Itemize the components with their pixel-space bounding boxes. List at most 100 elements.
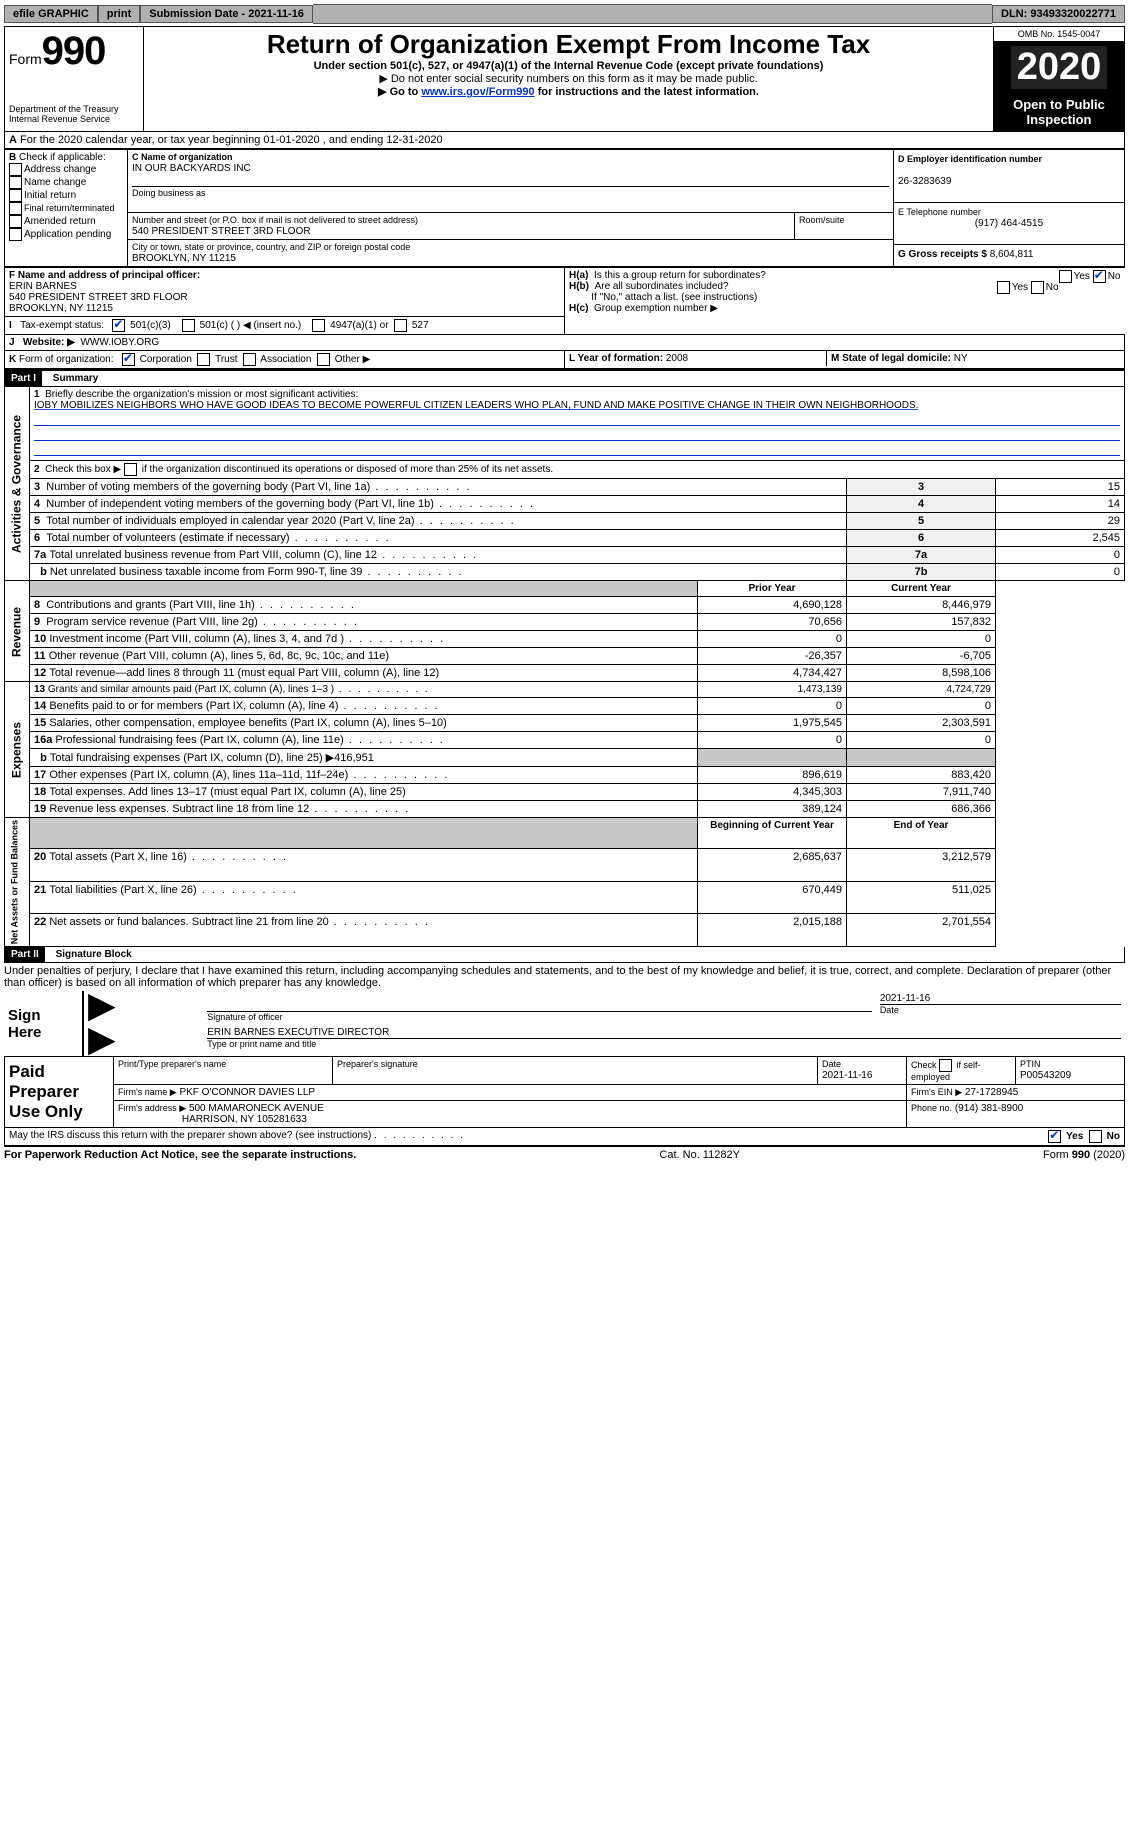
discuss-dots: [374, 1130, 465, 1141]
initial-return-checkbox[interactable]: [9, 189, 22, 202]
col-begin: Beginning of Current Year: [698, 818, 847, 849]
footer-right: Form 990 (2020): [1043, 1149, 1125, 1161]
l16a-text: Professional fundraising fees (Part IX, …: [55, 734, 445, 746]
form-prefix: Form: [9, 51, 42, 67]
ha-no-checkbox[interactable]: [1093, 270, 1106, 283]
c-name-label: C Name of organization: [132, 152, 233, 162]
ha-text: Is this a group return for subordinates?: [594, 270, 766, 281]
l-label: L Year of formation:: [569, 353, 663, 364]
officer-name: ERIN BARNES: [9, 281, 77, 292]
irs-link[interactable]: www.irs.gov/Form990: [421, 86, 534, 98]
l21-py: 670,449: [698, 881, 847, 914]
ha-yes-checkbox[interactable]: [1059, 270, 1072, 283]
l12-text: Total revenue—add lines 8 through 11 (mu…: [49, 667, 439, 679]
501c-checkbox[interactable]: [182, 319, 195, 332]
sig-line[interactable]: [207, 993, 872, 1012]
i-501c3: 501(c)(3): [130, 320, 171, 331]
col-prior: Prior Year: [698, 581, 847, 597]
hb-no-checkbox[interactable]: [1031, 281, 1044, 294]
sign-here: Sign Here: [4, 991, 83, 1056]
part1-title: Summary: [45, 373, 99, 384]
l8-cy: 8,446,979: [847, 597, 996, 614]
discuss-no-checkbox[interactable]: [1089, 1130, 1102, 1143]
l8-py: 4,690,128: [698, 597, 847, 614]
l22-py: 2,015,188: [698, 914, 847, 947]
col-end: End of Year: [847, 818, 996, 849]
l2-checkbox[interactable]: [124, 463, 137, 476]
l12-py: 4,734,427: [698, 665, 847, 682]
l3-val: 15: [996, 479, 1125, 496]
room-label: Room/suite: [799, 215, 845, 225]
prep-name-h: Print/Type preparer's name: [118, 1059, 226, 1069]
org-name: IN OUR BACKYARDS INC: [132, 163, 251, 174]
l4-val: 14: [996, 496, 1125, 513]
ein: 26-3283639: [898, 176, 951, 187]
firm-name: PKF O'CONNOR DAVIES LLP: [179, 1087, 315, 1098]
website: WWW.IOBY.ORG: [80, 337, 159, 348]
l14-text: Benefits paid to or for members (Part IX…: [49, 700, 439, 712]
hb-yes-checkbox[interactable]: [997, 281, 1010, 294]
section-c-city: City or town, state or province, country…: [128, 240, 894, 267]
corp-checkbox[interactable]: [122, 353, 135, 366]
net-shade: [30, 818, 698, 849]
amended-checkbox[interactable]: [9, 215, 22, 228]
discuss-yes-checkbox[interactable]: [1048, 1130, 1061, 1143]
l7a-text: Total unrelated business revenue from Pa…: [49, 549, 478, 561]
l15-text: Salaries, other compensation, employee b…: [49, 717, 446, 729]
form-id-cell: Form990 Department of the Treasury Inter…: [5, 27, 144, 132]
street-address: 540 PRESIDENT STREET 3RD FLOOR: [132, 226, 311, 237]
topbar: efile GRAPHIC print Submission Date - 20…: [4, 4, 1125, 24]
l22-text: Net assets or fund balances. Subtract li…: [49, 916, 430, 928]
firm-ein: 27-1728945: [965, 1087, 1018, 1098]
declaration: Under penalties of perjury, I declare th…: [4, 963, 1125, 991]
officer-addr2: BROOKLYN, NY 11215: [9, 303, 113, 314]
tax-year: 2020: [1008, 43, 1111, 92]
city-state-zip: BROOKLYN, NY 11215: [132, 253, 236, 264]
firm-addr-l: Firm's address ▶: [118, 1103, 186, 1113]
l17-py: 896,619: [698, 767, 847, 784]
name-change-checkbox[interactable]: [9, 176, 22, 189]
sig-officer-label: Signature of officer: [207, 1012, 282, 1022]
l20-text: Total assets (Part X, line 16): [49, 851, 288, 863]
subtitle: Under section 501(c), 527, or 4947(a)(1)…: [148, 60, 989, 72]
l11-py: -26,357: [698, 648, 847, 665]
print-button[interactable]: print: [98, 5, 140, 23]
section-k: K Form of organization: Corporation Trus…: [5, 351, 565, 369]
l2-text: Check this box ▶ if the organization dis…: [45, 464, 553, 475]
firm-addr: 500 MAMARONECK AVENUE: [189, 1103, 324, 1114]
form-number: 990: [42, 29, 106, 73]
4947-checkbox[interactable]: [312, 319, 325, 332]
hc-text: Group exemption number ▶: [594, 303, 718, 314]
opt-final: Final return/terminated: [24, 203, 115, 213]
l21-cy: 511,025: [847, 881, 996, 914]
l3-box: 3: [847, 479, 996, 496]
ha-no: No: [1108, 271, 1121, 282]
year-formation: 2008: [666, 353, 688, 364]
omb: OMB No. 1545-0047: [994, 27, 1124, 42]
l11-cy: -6,705: [847, 648, 996, 665]
l5-text: Total number of individuals employed in …: [46, 515, 515, 527]
i-4947: 4947(a)(1) or: [330, 320, 388, 331]
blank-line-1: [34, 413, 1120, 426]
other-checkbox[interactable]: [317, 353, 330, 366]
assoc-checkbox[interactable]: [243, 353, 256, 366]
prep-date: 2021-11-16: [822, 1070, 872, 1081]
527-checkbox[interactable]: [394, 319, 407, 332]
phone: (917) 464-4515: [898, 218, 1120, 229]
prep-sig-h: Preparer's signature: [337, 1059, 418, 1069]
app-pending-checkbox[interactable]: [9, 228, 22, 241]
501c3-checkbox[interactable]: [112, 319, 125, 332]
ptin-h: PTIN: [1020, 1059, 1041, 1069]
final-return-checkbox[interactable]: [9, 202, 22, 215]
self-emp-checkbox[interactable]: [939, 1059, 952, 1072]
date-label: Date: [880, 1005, 899, 1015]
firm-name-l: Firm's name ▶: [118, 1087, 177, 1097]
trust-checkbox[interactable]: [197, 353, 210, 366]
l18-cy: 7,911,740: [847, 784, 996, 801]
l5-val: 29: [996, 513, 1125, 530]
l6-val: 2,545: [996, 530, 1125, 547]
l7b-text: Net unrelated business taxable income fr…: [50, 566, 464, 578]
addr-change-checkbox[interactable]: [9, 163, 22, 176]
section-c-name: C Name of organization IN OUR BACKYARDS …: [128, 150, 894, 213]
k-corp: Corporation: [140, 354, 192, 365]
